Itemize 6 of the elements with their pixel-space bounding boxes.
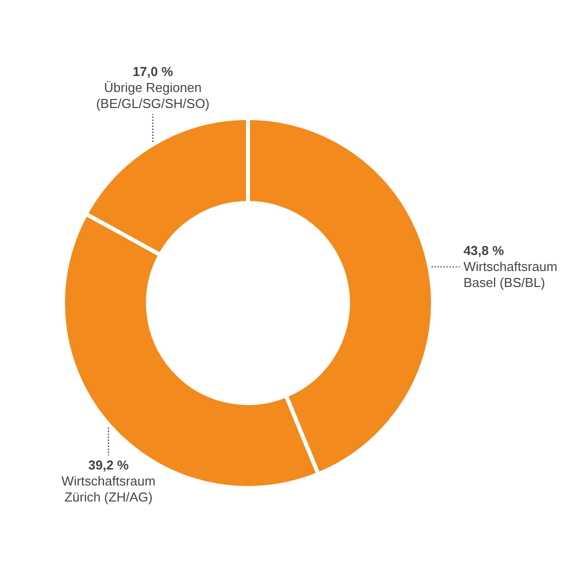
- data-label: 17,0 %: [132, 64, 174, 80]
- data-label: 43,8 %: [463, 242, 504, 258]
- data-label: 39,2 %: [88, 458, 130, 473]
- slice-label: Wirtschaftsraum Basel (BS/BL): [463, 258, 558, 290]
- slice-label: Übrige Regionen (BE/GL/SG/SH/SO): [96, 80, 210, 112]
- slice-label: Wirtschaftsraum Zürich (ZH/AG): [62, 474, 156, 505]
